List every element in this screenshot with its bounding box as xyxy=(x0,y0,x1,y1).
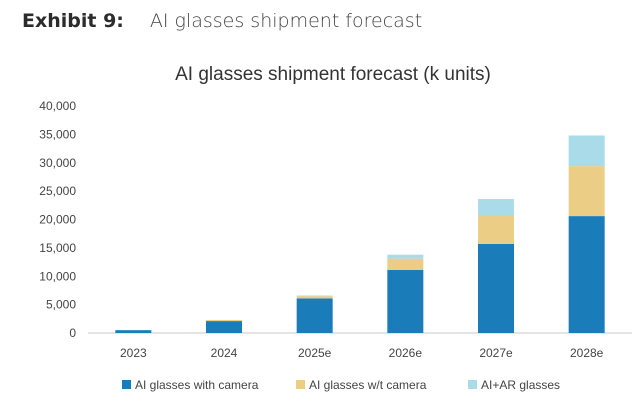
chart-title: AI glasses shipment forecast (k units) xyxy=(175,64,491,85)
bar-segment xyxy=(206,319,242,322)
exhibit-header: Exhibit 9: AI glasses shipment forecast xyxy=(22,6,422,36)
y-axis: 0 5,000 10,000 15,000 20,000 25,000 30,000 35,0… xyxy=(39,99,76,340)
y-tick-label: 35,000 xyxy=(39,127,76,141)
x-tick-label: 2025e xyxy=(298,346,332,360)
legend-swatch xyxy=(122,380,131,389)
x-tick-label: 2024 xyxy=(211,346,238,360)
bar-segment xyxy=(568,135,605,167)
y-tick-label: 15,000 xyxy=(39,241,76,255)
bar-segment xyxy=(206,321,242,333)
legend-label: AI glasses with camera xyxy=(135,378,259,392)
bar-segment xyxy=(296,295,333,297)
bar-segment xyxy=(568,166,605,217)
x-tick-label: 2028e xyxy=(570,346,604,360)
bar-segment xyxy=(478,215,514,244)
bar-segment xyxy=(387,270,424,333)
legend: AI glasses with camera AI glasses w/t cam… xyxy=(122,378,560,392)
bar-segment xyxy=(478,199,514,216)
bar-segment xyxy=(387,254,424,259)
x-tick-label: 2026e xyxy=(389,346,423,360)
bar-segment xyxy=(568,216,605,333)
bars xyxy=(115,135,605,333)
bar-segment xyxy=(387,258,424,271)
y-tick-label: 0 xyxy=(69,326,76,340)
legend-label: AI+AR glasses xyxy=(481,378,560,392)
y-tick-label: 30,000 xyxy=(39,156,76,170)
exhibit-label: Exhibit 9: xyxy=(22,10,124,32)
legend-label: AI glasses w/t camera xyxy=(309,378,427,392)
x-axis: 2023 2024 2025e 2026e 2027e 2028e xyxy=(120,346,604,360)
bar-segment xyxy=(296,296,333,299)
legend-swatch xyxy=(468,380,477,389)
y-tick-label: 40,000 xyxy=(39,99,76,113)
x-tick-label: 2023 xyxy=(120,346,147,360)
y-tick-label: 20,000 xyxy=(39,213,76,227)
exhibit-title: AI glasses shipment forecast xyxy=(149,10,423,32)
y-tick-label: 25,000 xyxy=(39,184,76,198)
bar-segment xyxy=(478,243,514,333)
bar-segment xyxy=(296,298,333,333)
x-tick-label: 2027e xyxy=(479,346,513,360)
y-tick-label: 10,000 xyxy=(39,269,76,283)
y-tick-label: 5,000 xyxy=(46,298,76,312)
legend-swatch xyxy=(296,380,305,389)
bar-segment xyxy=(115,330,152,333)
